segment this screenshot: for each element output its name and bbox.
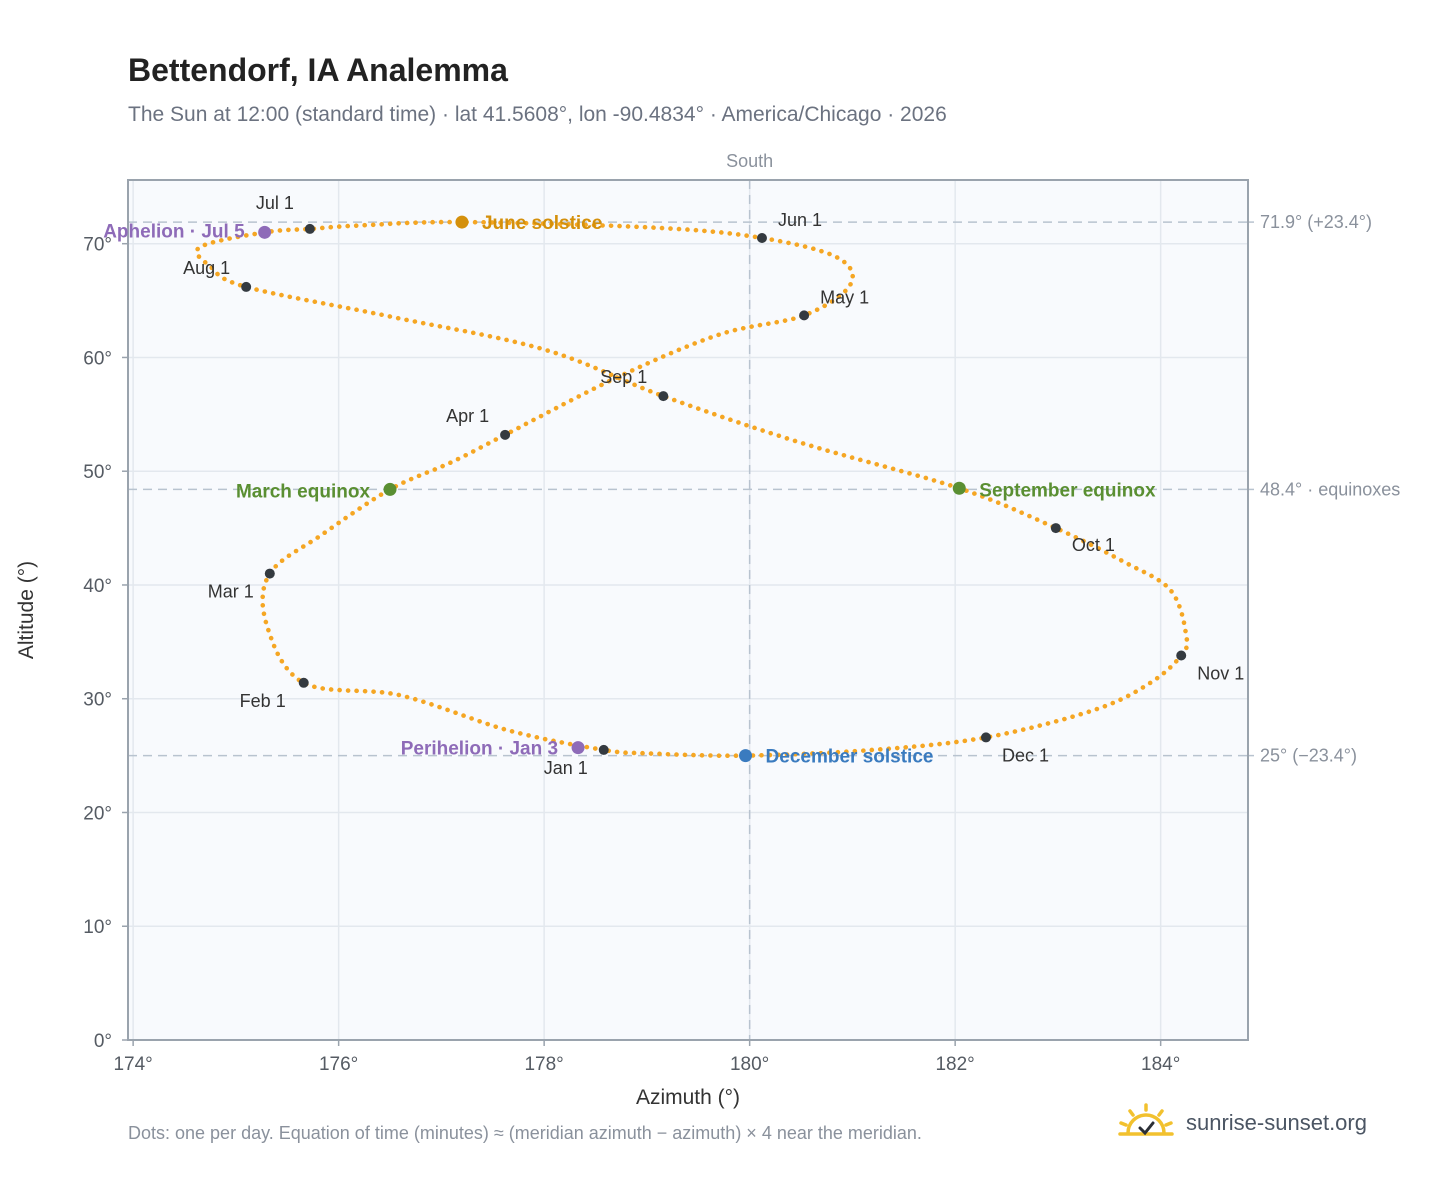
y-tick-label: 40° <box>83 576 112 597</box>
footnote: Dots: one per day. Equation of time (min… <box>128 1123 922 1143</box>
y-tick-label: 50° <box>83 462 112 483</box>
month-marker <box>500 429 511 440</box>
chart-title: Bettendorf, IA Analemma <box>128 52 508 88</box>
month-label: Aug 1 <box>183 258 230 278</box>
month-marker <box>756 233 767 244</box>
sun-logo-icon <box>1118 1103 1174 1136</box>
x-tick-label: 178° <box>524 1054 563 1075</box>
month-marker <box>264 568 275 579</box>
x-tick-label: 180° <box>730 1054 769 1075</box>
y-axis-title: Altitude (°) <box>15 561 38 659</box>
reference-line-label: 48.4° · equinoxes <box>1260 479 1400 499</box>
brand-name: sunrise-sunset.org <box>1186 1110 1367 1135</box>
event-marker <box>952 481 966 495</box>
month-label: Apr 1 <box>446 406 489 426</box>
y-tick-label: 70° <box>83 235 112 256</box>
month-label: Dec 1 <box>1002 745 1049 765</box>
month-label: Nov 1 <box>1197 664 1244 684</box>
month-label: Jan 1 <box>544 758 588 778</box>
y-tick-label: 0° <box>94 1031 112 1052</box>
y-tick-label: 60° <box>83 348 112 369</box>
month-marker <box>1050 523 1061 534</box>
x-tick-label: 176° <box>319 1054 358 1075</box>
month-marker <box>241 281 252 292</box>
month-label: Feb 1 <box>240 691 286 711</box>
x-tick-label: 182° <box>935 1054 974 1075</box>
x-tick-label: 184° <box>1141 1054 1180 1075</box>
x-tick-label: 174° <box>113 1054 152 1075</box>
event-marker <box>383 482 397 496</box>
month-marker <box>980 732 991 743</box>
month-marker <box>304 223 315 234</box>
reference-line-label: 25° (−23.4°) <box>1260 746 1357 766</box>
event-label: Perihelion · Jan 3 <box>401 739 558 760</box>
event-label: Aphelion · Jul 5 <box>103 221 245 242</box>
y-tick-label: 30° <box>83 690 112 711</box>
event-marker <box>739 749 753 763</box>
event-marker <box>455 215 469 229</box>
reference-line-label: 71.9° (+23.4°) <box>1260 212 1372 232</box>
event-label: March equinox <box>236 481 371 502</box>
event-label: December solstice <box>766 747 934 768</box>
month-marker <box>298 677 309 688</box>
event-marker <box>258 225 272 239</box>
plot-frame <box>127 179 1249 1041</box>
chart-subtitle: The Sun at 12:00 (standard time) · lat 4… <box>128 103 947 126</box>
month-label: Mar 1 <box>208 582 254 602</box>
brand[interactable]: sunrise-sunset.org <box>1118 1100 1367 1146</box>
y-tick-label: 20° <box>83 803 112 824</box>
month-marker <box>1176 650 1187 661</box>
month-marker <box>799 310 810 321</box>
month-label: Jul 1 <box>256 193 294 213</box>
month-marker <box>598 744 609 755</box>
event-label: June solstice <box>482 213 602 234</box>
month-marker <box>658 391 669 402</box>
event-marker <box>571 741 585 755</box>
month-label: May 1 <box>820 287 869 307</box>
month-label: Sep 1 <box>600 367 647 387</box>
month-label: Oct 1 <box>1072 535 1115 555</box>
plot-area <box>128 180 1248 1040</box>
x-axis-title: Azimuth (°) <box>636 1086 740 1109</box>
y-tick-label: 10° <box>83 917 112 938</box>
meridian-label: South <box>726 151 773 171</box>
event-label: September equinox <box>979 480 1156 501</box>
month-label: Jun 1 <box>778 210 822 230</box>
